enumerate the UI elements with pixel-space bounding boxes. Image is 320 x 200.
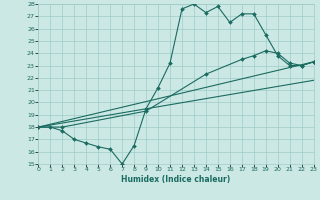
X-axis label: Humidex (Indice chaleur): Humidex (Indice chaleur) <box>121 175 231 184</box>
